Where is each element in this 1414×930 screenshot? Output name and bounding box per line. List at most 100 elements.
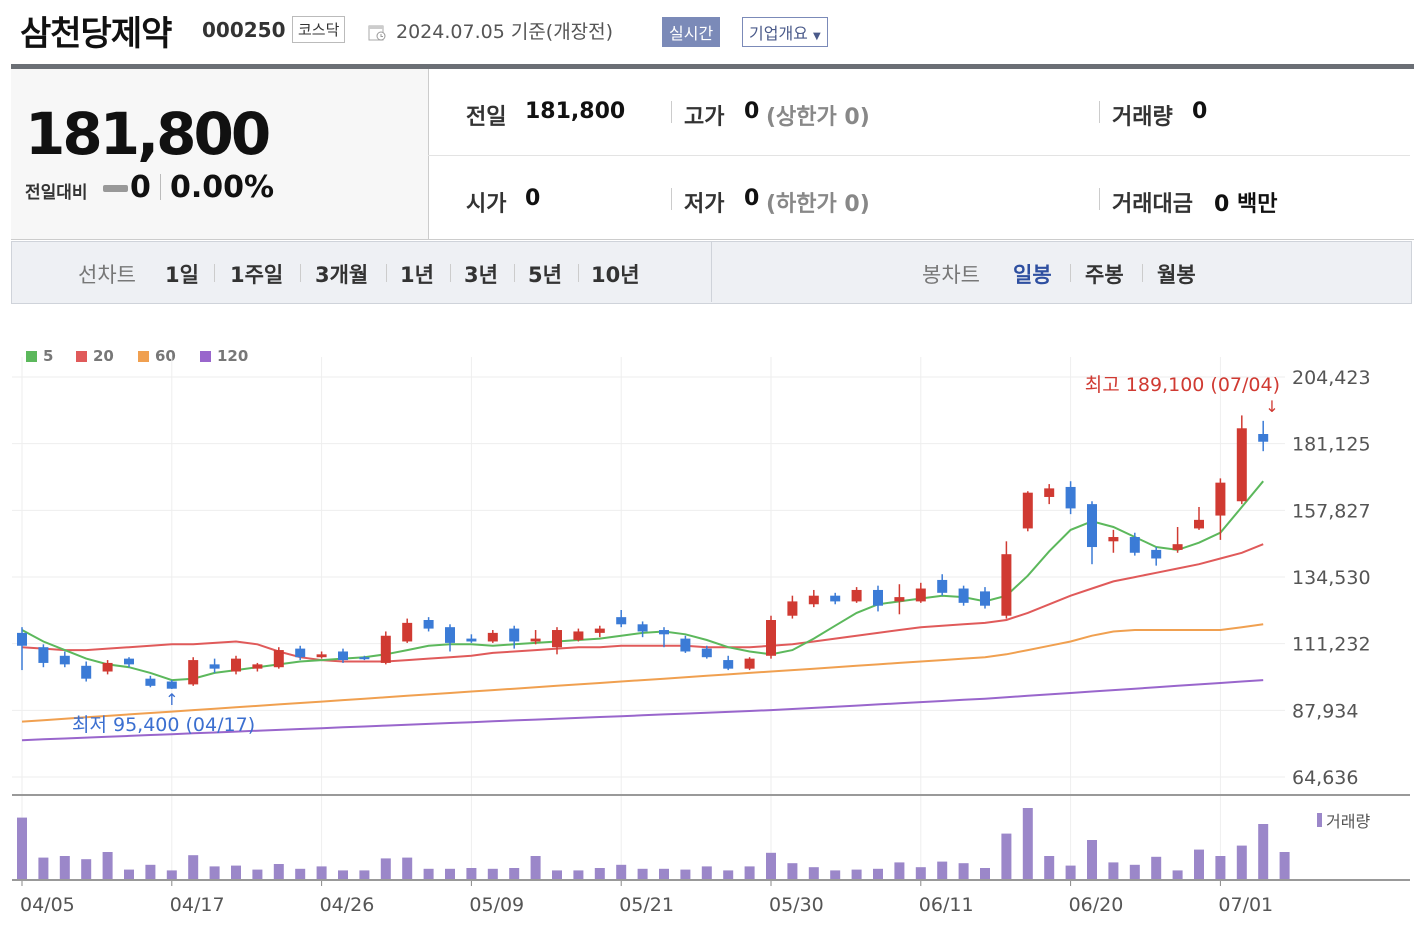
tab-1y[interactable]: 1년 <box>400 263 434 287</box>
tab-5y[interactable]: 5년 <box>528 263 562 287</box>
low-arrow-icon: ↑ <box>165 690 178 709</box>
volume-bar <box>1044 856 1055 880</box>
candle <box>145 675 156 688</box>
tab-3m[interactable]: 3개월 <box>315 263 369 287</box>
candle <box>851 587 862 603</box>
ma5-line <box>21 480 1264 682</box>
price-panel <box>11 69 429 240</box>
volume-bar <box>637 868 648 880</box>
y-tick-label: 64,636 <box>1292 767 1358 789</box>
candle-body <box>59 655 70 665</box>
high-annotation: 최고 189,100 (07/04) <box>1085 374 1280 396</box>
candle <box>937 574 948 596</box>
volume-bar <box>680 869 691 880</box>
candle <box>1044 484 1055 505</box>
volume-bar <box>402 857 413 880</box>
realtime-button[interactable]: 실시간 <box>662 17 721 47</box>
candle <box>787 595 798 619</box>
y-tick-label: 181,125 <box>1292 434 1371 456</box>
volume-bar <box>102 852 113 880</box>
volume-legend: 거래량 <box>1326 812 1370 831</box>
candle-body <box>701 648 712 658</box>
volume-bar <box>509 868 520 880</box>
candle-body <box>359 657 370 660</box>
low-value: 0 <box>744 186 760 211</box>
candle-body <box>1044 488 1055 497</box>
candle-body <box>1022 492 1033 529</box>
candle-body <box>787 601 798 616</box>
volume-bar <box>808 867 819 880</box>
candle <box>380 631 391 665</box>
candle-body <box>1087 504 1097 548</box>
tab-monthly[interactable]: 월봉 <box>1157 263 1196 287</box>
candle-body <box>38 647 49 663</box>
volume-bar <box>423 868 434 880</box>
volume-bar <box>830 870 841 880</box>
tab-divider <box>578 264 579 282</box>
candle <box>1087 501 1097 565</box>
candle-body <box>380 635 391 663</box>
candle-body <box>145 678 156 686</box>
candle-body <box>894 597 905 602</box>
volume-bar <box>81 859 92 880</box>
volume-bar <box>1087 840 1097 880</box>
candle <box>723 655 734 671</box>
tab-10y[interactable]: 10년 <box>591 263 640 287</box>
candle <box>295 645 306 661</box>
candle <box>466 634 477 643</box>
tab-group-divider <box>711 242 712 302</box>
candle-body <box>17 632 27 646</box>
volume-bar <box>958 863 969 880</box>
legend-ma60: 60 <box>155 347 176 365</box>
company-info-dropdown[interactable]: 기업개요 ▼ <box>742 17 828 47</box>
candle <box>273 647 284 669</box>
tab-1w[interactable]: 1주일 <box>230 263 284 287</box>
volume-bar <box>359 870 370 880</box>
candle-body <box>594 628 605 633</box>
candle-body <box>830 595 841 602</box>
open-value: 0 <box>525 186 541 211</box>
candle-body <box>1172 544 1183 550</box>
volume-bar <box>552 870 562 880</box>
candle <box>1129 532 1140 556</box>
legend-ma20-swatch <box>76 351 87 362</box>
quote-divider <box>1099 101 1100 123</box>
volume-bar <box>1001 833 1012 880</box>
candle-body <box>273 650 284 668</box>
x-tick-label: 07/01 <box>1218 894 1273 916</box>
candle <box>102 660 113 675</box>
x-tick-label: 05/09 <box>469 894 524 916</box>
candle <box>124 657 134 668</box>
volume-bar <box>166 870 177 880</box>
candle <box>980 587 990 609</box>
candle-body <box>637 624 648 632</box>
candle <box>637 621 648 638</box>
volume-bar <box>616 864 627 880</box>
tab-weekly[interactable]: 주봉 <box>1085 263 1124 287</box>
volume-bar <box>124 869 134 880</box>
legend-ma20: 20 <box>93 347 114 365</box>
volume-bar <box>295 868 306 880</box>
tab-1d[interactable]: 1일 <box>165 263 199 287</box>
candle-body <box>166 681 177 689</box>
candle <box>338 648 348 663</box>
candle-body <box>295 648 306 658</box>
candle-body <box>402 622 413 642</box>
volume-bar <box>723 870 734 880</box>
volume-bar <box>873 868 883 880</box>
volume-bars: 거래량 <box>17 808 1370 880</box>
candle-body <box>423 620 434 629</box>
market-badge: 코스닥 <box>292 16 346 43</box>
candle <box>59 651 70 668</box>
candle <box>1022 491 1033 532</box>
volume-bar <box>1236 845 1247 880</box>
low-annotation: 최저 95,400 (04/17) <box>72 714 255 736</box>
moving-averages <box>21 480 1264 742</box>
candle <box>359 655 370 661</box>
tab-3y[interactable]: 3년 <box>464 263 498 287</box>
line-chart-label: 선차트 <box>78 263 136 287</box>
volume-bar <box>573 870 584 880</box>
tab-daily[interactable]: 일봉 <box>1013 263 1052 287</box>
tab-divider <box>1142 264 1143 282</box>
volume-bar <box>38 857 49 880</box>
